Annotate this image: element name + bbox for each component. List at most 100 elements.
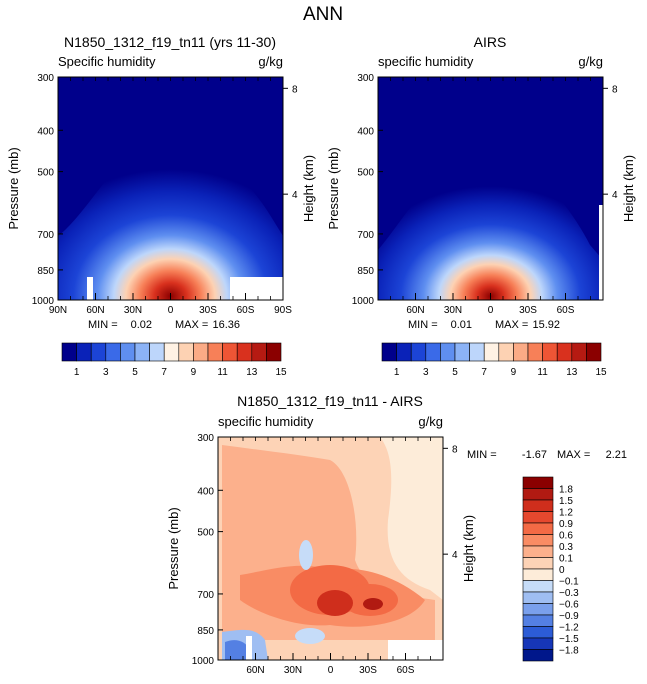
panel-model-max-label: MAX = (175, 319, 208, 331)
panel-diff: N1850_1312_f19_tn11 - AIRS specific humi… (166, 393, 627, 676)
colorbar-label: 3 (423, 367, 429, 378)
colorbar-box (163, 342, 180, 362)
colorbar-diff-label: −1.2 (559, 623, 579, 634)
colorbar-diff-box (522, 603, 554, 616)
pressure-tick-label: 500 (197, 528, 214, 539)
colorbar-box (251, 342, 267, 362)
colorbar-label: 1 (394, 367, 400, 378)
colorbar-box (105, 342, 121, 362)
colorbar-diff-box (522, 476, 554, 489)
panel-diff-min-label: MIN = (467, 449, 497, 461)
panel-airs-field (378, 77, 603, 300)
colorbar-diff-box (522, 580, 554, 593)
colorbar-box (178, 342, 194, 362)
height-tick-label: 8 (452, 444, 458, 455)
panel-airs-axes: 300 400 500 700 850 1000 8 4 60N 30N 0 30S 60S Pressu… (326, 73, 636, 316)
panel-model-axes: 300 400 500 700 850 1000 8 4 90N 60N 30N 0 30S 60S 90S… (6, 73, 316, 316)
diff-neg-low-eq (295, 628, 325, 644)
colorbar-label: 15 (595, 367, 607, 378)
colorbar-box (527, 342, 543, 362)
colorbar-diff-box (522, 522, 554, 535)
lat-tick-label: 60S (237, 305, 255, 316)
colorbar-label: 7 (481, 367, 487, 378)
diff-topo-mask-nh (246, 636, 252, 660)
colorbar-box (571, 342, 587, 362)
colorbar-box (425, 342, 441, 362)
diff-neg-mid (299, 540, 313, 570)
pressure-tick-label: 400 (357, 126, 374, 137)
colorbar-label: 13 (566, 367, 578, 378)
pressure-tick-label: 850 (37, 266, 54, 277)
colorbar-diff-label: −0.3 (559, 588, 579, 599)
model-topo-mask-sh (230, 277, 283, 300)
airs-topo-mask (599, 205, 603, 300)
colorbar-diff-label: 0.6 (559, 531, 573, 542)
colorbar-diff-box (522, 557, 554, 570)
pressure-tick-label: 850 (197, 626, 214, 637)
colorbar-label: 5 (452, 367, 458, 378)
colorbar-diff-label: −0.6 (559, 600, 579, 611)
pressure-tick-label: 700 (37, 230, 54, 241)
pressure-axis-title: Pressure (mb) (6, 147, 21, 229)
lat-tick-label: 0 (488, 305, 494, 316)
colorbar-box (236, 342, 253, 362)
panel-model-units: g/kg (258, 54, 283, 69)
colorbar-diff-box (522, 488, 554, 501)
height-axis-title: Height (km) (621, 155, 636, 222)
pressure-tick-label: 400 (197, 486, 214, 497)
colorbar-box (381, 342, 397, 362)
colorbar-diff-box (522, 591, 554, 604)
pressure-tick-label: 1000 (352, 296, 375, 307)
colorbar-diff-box (522, 626, 554, 639)
panel-diff-min-value: -1.67 (522, 449, 547, 461)
pressure-tick-label: 300 (37, 73, 54, 84)
colorbar-box (120, 342, 136, 362)
colorbar-box (586, 342, 602, 362)
pressure-axis-title: Pressure (mb) (326, 147, 341, 229)
diff-neg-low-nh-core (225, 640, 250, 660)
panel-model-variable: Specific humidity (58, 54, 156, 69)
lat-tick-label: 60S (557, 305, 575, 316)
panel-model-max-value: 16.36 (212, 319, 240, 331)
colorbar-label: 9 (511, 367, 517, 378)
colorbar-diff-label: 0.9 (559, 519, 573, 530)
colorbar-box (513, 342, 529, 362)
lat-tick-label: 60N (246, 665, 264, 676)
colorbar-label: 11 (217, 367, 228, 378)
colorbar-label: 11 (537, 367, 548, 378)
pressure-tick-label: 400 (37, 126, 54, 137)
colorbar-label: 9 (191, 367, 197, 378)
panel-diff-title: N1850_1312_f19_tn11 - AIRS (237, 393, 423, 409)
colorbar-box (222, 342, 238, 362)
panel-airs-title: AIRS (474, 34, 507, 50)
colorbar-label: 5 (132, 367, 138, 378)
pressure-axis-title: Pressure (mb) (166, 507, 181, 589)
lat-tick-label: 60S (397, 665, 415, 676)
height-tick-label: 4 (292, 190, 298, 201)
colorbar-box (396, 342, 412, 362)
panel-airs-max-value: 15.92 (532, 319, 560, 331)
panel-diff-variable: specific humidity (218, 414, 314, 429)
lat-tick-label: 60N (406, 305, 424, 316)
lat-tick-label: 30S (199, 305, 217, 316)
panel-model-min-label: MIN = (88, 319, 118, 331)
colorbar-diff-label: 0.1 (559, 554, 573, 565)
panel-diff-max-label: MAX = (557, 449, 590, 461)
colorbar-airs: 1 3 5 7 9 11 13 15 (381, 342, 607, 378)
colorbar-diff-box (522, 534, 554, 547)
diff-contour-15 (363, 598, 383, 610)
pressure-tick-label: 500 (357, 168, 374, 179)
colorbar-box (266, 342, 282, 362)
colorbar-diff-label: 1.5 (559, 496, 573, 507)
colorbar-diff-box (522, 637, 554, 650)
lat-tick-label: 30N (124, 305, 142, 316)
panel-airs-max-label: MAX = (495, 319, 528, 331)
panel-diff-units: g/kg (418, 414, 443, 429)
colorbar-box (454, 342, 470, 362)
pressure-tick-label: 850 (357, 266, 374, 277)
colorbar-box (410, 342, 427, 362)
colorbar-diff-label: −0.1 (559, 577, 579, 588)
colorbar-box (134, 342, 150, 362)
colorbar-diff-box (522, 511, 554, 524)
lat-tick-label: 30S (519, 305, 537, 316)
